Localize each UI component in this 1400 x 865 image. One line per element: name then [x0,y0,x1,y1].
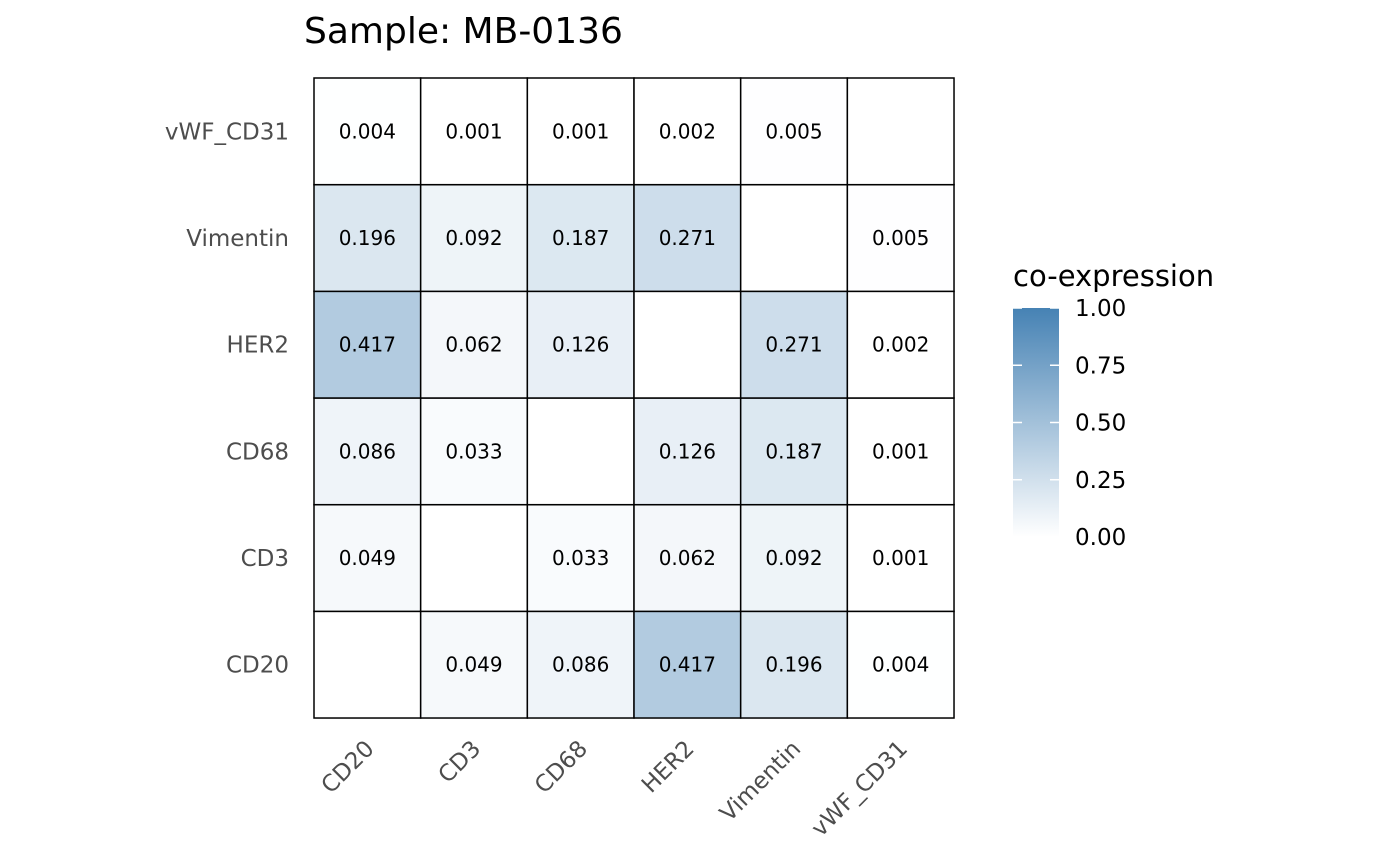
cell-value-label: 0.271 [765,333,822,357]
cell-value-label: 0.033 [445,439,502,463]
color-legend: co-expression 1.00 0.75 0.50 0.25 0.00 [1013,259,1214,551]
cell-value-label: 0.126 [552,333,609,357]
heatmap-cell [419,77,529,186]
x-tick-label: vWF_CD31 [807,736,913,842]
legend-tick-label: 0.00 [1075,525,1126,551]
y-tick-label: HER2 [227,333,289,359]
heatmap-cell [633,77,742,186]
heatmap-cell [419,397,529,506]
legend-tick-label: 0.25 [1075,468,1126,494]
cell-value-label: 0.005 [765,119,822,143]
chart-title: Sample: MB-0136 [304,11,623,52]
cell-value-label: 0.001 [552,119,609,143]
heatmap-cell [313,77,422,186]
cell-value-label: 0.271 [659,226,716,250]
cell-value-label: 0.092 [765,546,822,570]
legend-title: co-expression [1013,259,1214,293]
cell-value-label: 0.062 [445,333,502,357]
heatmap-cell [419,183,529,293]
cell-value-label: 0.033 [552,546,609,570]
heatmap-cell [633,290,742,399]
heatmap-cell [526,503,635,613]
heatmap-cell [846,610,955,719]
cell-value-label: 0.196 [765,653,822,677]
y-tick-label: vWF_CD31 [165,119,289,145]
cell-value-label: 0.126 [659,439,716,463]
cell-value-label: 0.417 [659,653,716,677]
cell-value-label: 0.196 [339,226,396,250]
cell-value-label: 0.004 [872,653,929,677]
y-tick-label: CD3 [241,546,289,572]
x-axis-labels: CD20 CD3 CD68 HER2 Vimentin vWF_CD31 [317,736,913,842]
cell-value-label: 0.049 [445,653,502,677]
x-tick-label: HER2 [637,736,700,799]
heatmap-cell [313,610,422,719]
heatmap-cell [419,610,529,719]
cell-value-label: 0.187 [552,226,609,250]
heatmap-cell [739,610,849,719]
cell-value-label: 0.002 [659,119,716,143]
cell-value-label: 0.417 [339,333,396,357]
x-tick-label: CD68 [530,736,593,799]
x-tick-label: Vimentin [715,736,806,827]
heatmap-cell [846,290,955,399]
heatmap-cell [313,503,422,613]
cell-value-label: 0.002 [872,333,929,357]
cell-value-label: 0.086 [552,653,609,677]
y-tick-label: Vimentin [186,226,289,252]
cell-value-label: 0.062 [659,546,716,570]
heatmap-cell [846,77,955,186]
x-tick-label: CD3 [434,736,487,789]
legend-tick-label: 0.75 [1075,353,1126,379]
heatmap-cell [633,610,742,719]
heatmap-cell [633,183,742,293]
heatmap-cell [313,397,422,506]
y-tick-label: CD20 [226,653,289,679]
heatmap-cells: 0.049 0.086 0.417 0.196 0.004 0.049 0.033 0.062… [313,77,955,719]
heatmap-cell [739,77,849,186]
heatmap-cell [633,503,742,613]
heatmap-cell [739,183,849,293]
legend-tick-label: 1.00 [1075,296,1126,322]
cell-value-label: 0.001 [872,439,929,463]
heatmap-cell [313,183,422,293]
legend-tick-label: 0.50 [1075,411,1126,437]
heatmap-cell [739,397,849,506]
cell-value-label: 0.086 [339,439,396,463]
heatmap-cell [846,503,955,613]
cell-value-label: 0.005 [872,226,929,250]
heatmap-cell [419,503,529,613]
cell-value-label: 0.004 [339,119,396,143]
cell-value-label: 0.049 [339,546,396,570]
y-axis-labels: CD20 CD3 CD68 HER2 Vimentin vWF_CD31 [165,119,289,678]
cell-value-label: 0.001 [445,119,502,143]
x-tick-label: CD20 [317,736,380,799]
heatmap-cell [526,397,635,506]
heatmap-cell [846,183,955,293]
heatmap-cell [633,397,742,506]
y-tick-label: CD68 [226,439,289,465]
heatmap-cell [846,397,955,506]
cell-value-label: 0.187 [765,439,822,463]
cell-value-label: 0.001 [872,546,929,570]
heatmap-cell [419,290,529,399]
heatmap-cell [526,290,635,399]
cell-value-label: 0.092 [445,226,502,250]
